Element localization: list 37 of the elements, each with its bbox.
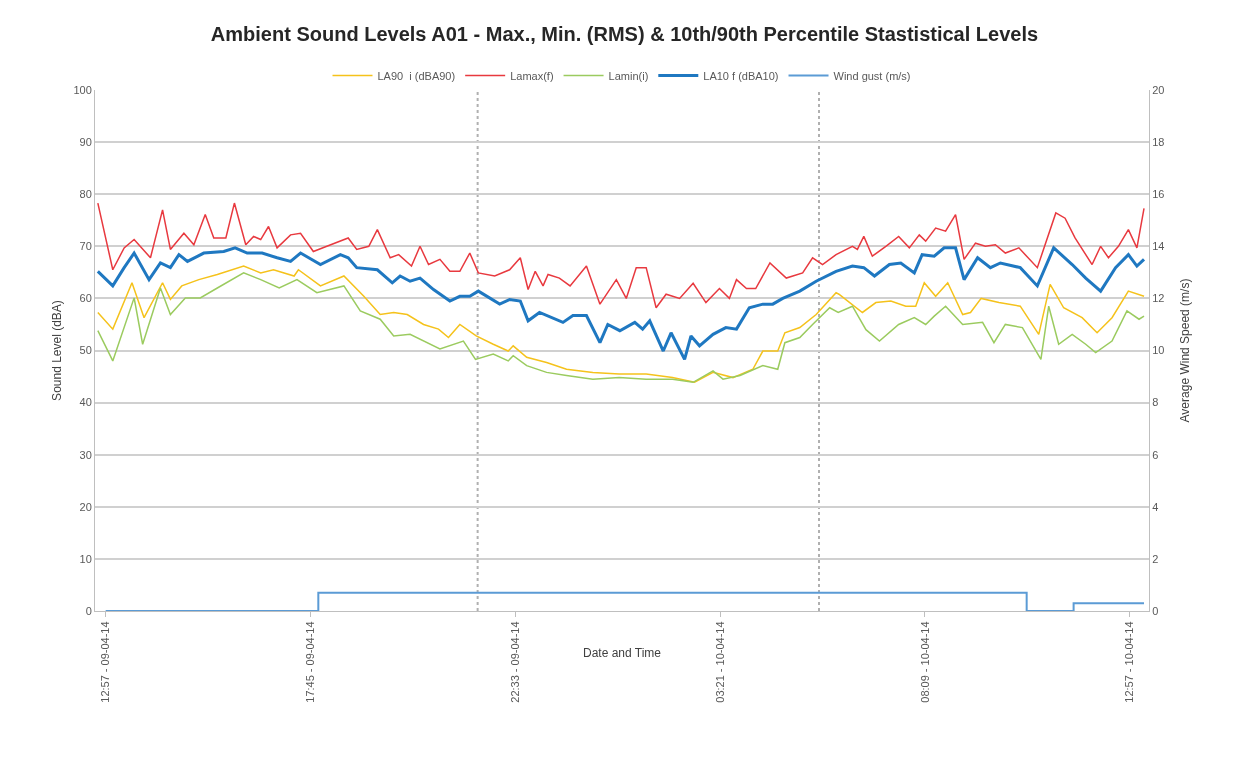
y2-tick-label: 14 xyxy=(1152,240,1165,253)
y2-tick-label: 20 xyxy=(1152,83,1165,96)
legend-label: Lamax(f) xyxy=(510,69,554,82)
y-tick-label: 80 xyxy=(79,188,92,201)
y-tick-label: 0 xyxy=(85,604,92,617)
x-tick-label: 22:33 - 09-04-14 xyxy=(508,621,521,703)
y-tick-label: 100 xyxy=(73,83,92,96)
y2-tick-label: 10 xyxy=(1152,344,1165,357)
y-axis-title: Sound Level (dBA) xyxy=(50,300,64,401)
x-tick-label: 12:57 - 10-04-14 xyxy=(1123,621,1136,703)
y2-tick-label: 16 xyxy=(1152,188,1165,201)
y2-tick-label: 12 xyxy=(1152,292,1165,305)
y-tick-label: 70 xyxy=(79,240,92,253)
y-tick-label: 30 xyxy=(79,448,92,461)
x-axis-title: Date and Time xyxy=(582,646,662,660)
chart-title: Ambient Sound Levels A01 - Max., Min. (RMS) & 10th/90th Percentile Stastistical Levels xyxy=(210,22,1039,45)
y-tick-label: 20 xyxy=(79,500,92,513)
x-tick-label: 03:21 - 10-04-14 xyxy=(713,621,726,703)
y2-tick-label: 18 xyxy=(1152,135,1165,148)
y2-tick-label: 2 xyxy=(1152,552,1159,565)
y-tick-label: 60 xyxy=(79,292,92,305)
y-tick-label: 40 xyxy=(79,396,92,409)
legend-label: Lamin(i) xyxy=(608,69,649,82)
y2-tick-label: 6 xyxy=(1152,448,1159,461)
y-tick-label: 50 xyxy=(79,344,92,357)
y2-tick-label: 0 xyxy=(1152,604,1159,617)
y-tick-label: 10 xyxy=(79,552,92,565)
y2-axis-title: Average Wind Speed (m/s) xyxy=(1178,278,1192,423)
legend-label: Wind gust (m/s) xyxy=(833,69,911,82)
y2-tick-label: 4 xyxy=(1152,500,1159,513)
x-tick-label: 08:09 - 10-04-14 xyxy=(918,621,931,703)
y-tick-label: 90 xyxy=(79,135,92,148)
x-tick-label: 12:57 - 09-04-14 xyxy=(99,621,112,703)
legend-label: LA10 f (dBA10) xyxy=(703,69,779,82)
y2-tick-label: 8 xyxy=(1152,396,1159,409)
legend-label: LA90 i (dBA90) xyxy=(377,69,456,82)
x-tick-label: 17:45 - 09-04-14 xyxy=(304,621,317,703)
